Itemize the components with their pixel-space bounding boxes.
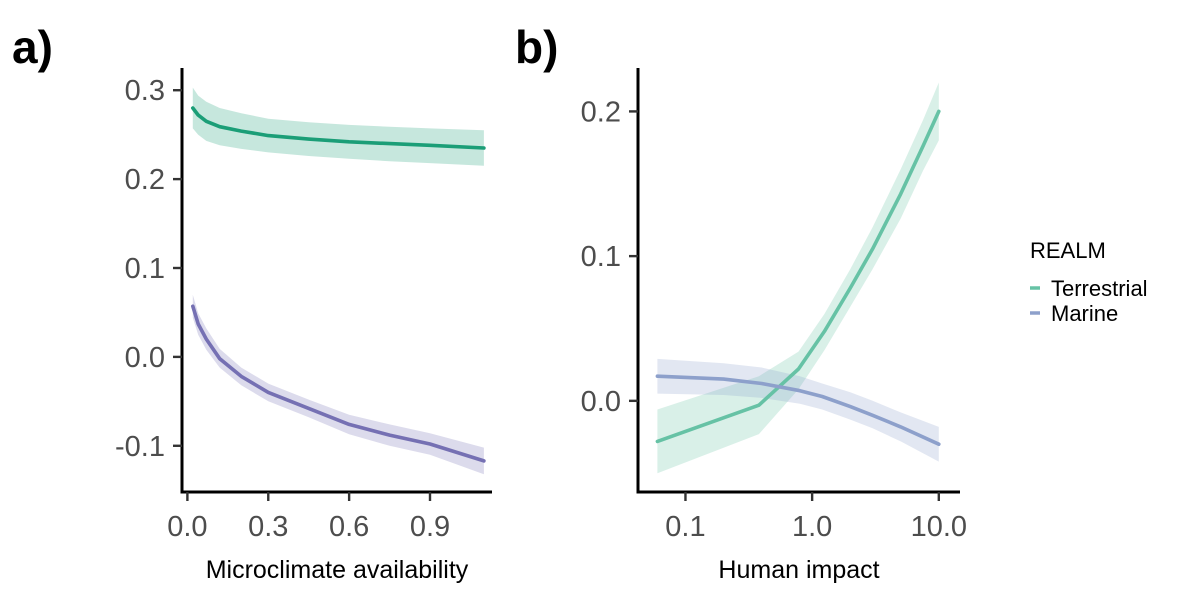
panel-a-label: a) (12, 21, 53, 73)
legend-title: REALM (1030, 238, 1106, 263)
panel-b-x-tick-label-1: 1.0 (792, 511, 832, 543)
panel-a-y-tick-label-0: 0.3 (125, 75, 165, 107)
panel-a-lines (191, 106, 486, 463)
panel-a: a) 0.3 0.2 0.1 0.0 -0.1 0.0 0.3 0.6 0.9 Microcli… (12, 21, 492, 584)
panel-b-series-line-0 (655, 109, 941, 444)
panel-a-x-tick-label-2: 0.6 (329, 511, 369, 543)
legend-label-0: Terrestrial (1051, 276, 1148, 301)
panel-b: b) 0.2 0.1 0.0 0.1 1.0 10.0 Human impact (515, 21, 967, 584)
panel-a-axes: 0.3 0.2 0.1 0.0 -0.1 0.0 0.3 0.6 0.9 (115, 68, 492, 543)
panel-a-x-tick-label-3: 0.9 (410, 511, 450, 543)
panel-b-confidence-band-0 (657, 82, 939, 474)
panel-a-y-tick-label-2: 0.1 (125, 253, 165, 285)
panel-a-confidence-band-0 (192, 87, 484, 166)
panel-b-x-tick-label-0: 0.1 (665, 511, 705, 543)
panel-b-confidence-band-1 (657, 358, 939, 462)
panel-a-y-tick-label-4: -0.1 (115, 431, 165, 463)
panel-a-x-axis-title: Microclimate availability (206, 556, 469, 584)
panel-b-bands (657, 82, 939, 474)
panel-b-y-tick-label-2: 0.0 (581, 386, 621, 418)
panel-b-lines (655, 109, 941, 447)
panel-b-series-line-1 (655, 374, 941, 447)
panel-b-y-tick-label-0: 0.2 (581, 96, 621, 128)
panel-a-x-tick-label-0: 0.0 (167, 511, 207, 543)
panel-a-y-tick-label-3: 0.0 (125, 342, 165, 374)
panel-a-series-line-0 (191, 106, 486, 150)
panel-a-confidence-band-1 (192, 294, 484, 475)
panel-b-x-axis-title: Human impact (718, 556, 879, 584)
panel-a-x-tick-label-1: 0.3 (248, 511, 288, 543)
panel-b-label: b) (515, 21, 558, 73)
panel-b-y-tick-label-1: 0.1 (581, 241, 621, 273)
panel-b-x-tick-label-2: 10.0 (911, 511, 967, 543)
legend-label-1: Marine (1051, 301, 1118, 326)
panel-a-series-line-1 (191, 304, 486, 463)
panel-b-axes: 0.2 0.1 0.0 0.1 1.0 10.0 (581, 68, 967, 543)
panel-a-y-tick-label-1: 0.2 (125, 164, 165, 196)
